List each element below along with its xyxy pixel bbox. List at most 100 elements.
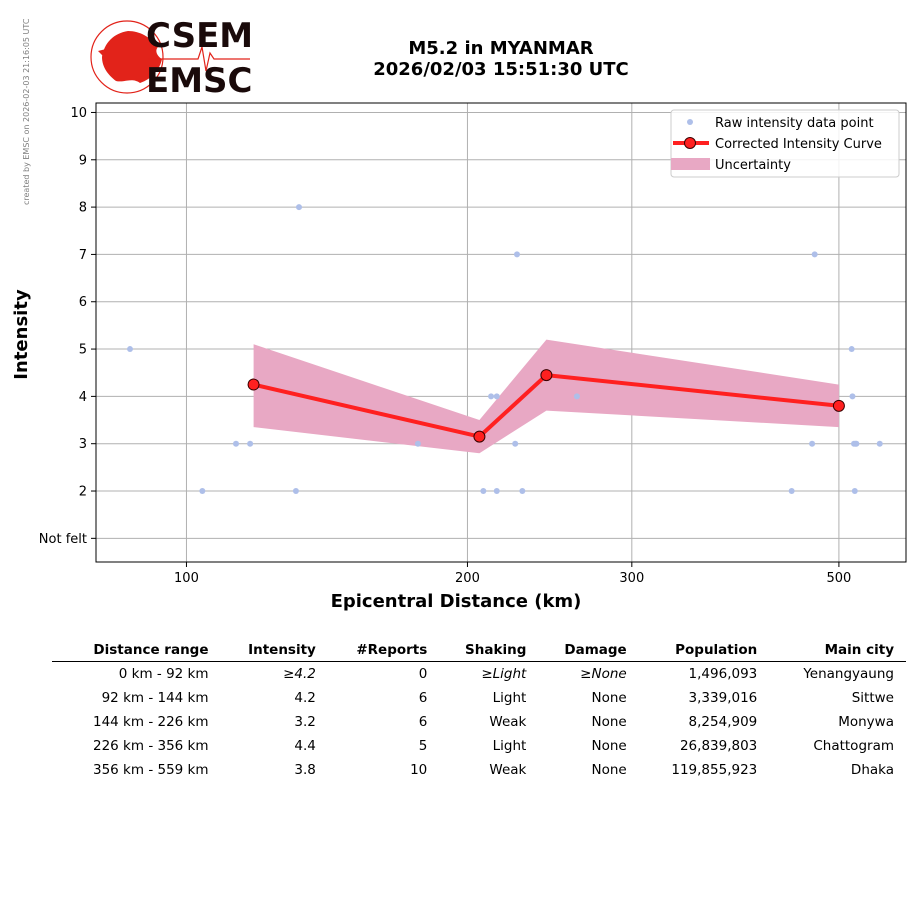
cell-range: 0 km - 92 km — [118, 666, 209, 682]
curve-marker — [540, 369, 553, 382]
raw-data-point — [849, 393, 856, 400]
cell-population: 8,254,909 — [688, 714, 758, 730]
x-tick-label: 300 — [619, 571, 644, 586]
intensity-chart: 100 200 300 500 Not felt 2 3 4 5 6 7 8 9 10 Epicentral… — [11, 102, 907, 612]
emsc-logo: CSEM EMSC — [90, 17, 253, 97]
raw-data-point — [414, 440, 421, 447]
col-intensity: Intensity — [220, 640, 328, 662]
raw-data-point — [292, 488, 299, 495]
cell-city: Dhaka — [850, 762, 894, 778]
x-tick-label: 500 — [826, 571, 851, 586]
cell-damage: None — [591, 738, 627, 754]
raw-data-point — [573, 393, 580, 400]
legend-box — [670, 109, 900, 178]
cell-shaking: Weak — [489, 762, 527, 778]
raw-data-point — [493, 393, 500, 400]
y-tick-label: 5 — [79, 343, 87, 358]
raw-data-point — [488, 393, 495, 400]
cell-intensity: 4.4 — [294, 738, 316, 754]
logo-line2: EMSC — [146, 61, 253, 97]
raw-data-point — [513, 251, 520, 258]
table-header-row: Distance range Intensity #Reports Shakin… — [52, 640, 906, 662]
table-row: 144 km - 226 km 3.2 6 Weak None 8,254,90… — [52, 710, 906, 734]
cell-intensity: 4.2 — [294, 690, 316, 706]
cell-reports: 6 — [418, 690, 428, 706]
cell-intensity: 3.8 — [294, 762, 316, 778]
cell-reports: 5 — [418, 738, 428, 754]
x-tick-label: 200 — [455, 571, 480, 586]
logo-line1: CSEM — [146, 17, 253, 56]
raw-data-point — [853, 440, 860, 447]
y-tick-label: 9 — [79, 153, 87, 168]
y-tick-label: Not felt — [39, 532, 87, 547]
raw-data-point — [809, 440, 816, 447]
y-tick-label: 4 — [79, 390, 87, 405]
plot-frame — [95, 102, 907, 563]
corrected-intensity-curve — [253, 373, 840, 439]
y-tick-label: 10 — [70, 106, 87, 121]
curve-marker — [473, 430, 486, 443]
chart-title: M5.2 in MYANMAR 2026/02/03 15:51:30 UTC — [300, 38, 702, 80]
raw-data-point — [233, 440, 240, 447]
legend-curve-label: Corrected Intensity Curve — [715, 137, 882, 152]
col-main-city: Main city — [769, 640, 906, 662]
title-line1: M5.2 in MYANMAR — [408, 38, 594, 59]
col-damage: Damage — [538, 640, 639, 662]
raw-data-point — [848, 346, 855, 353]
cell-damage: None — [591, 714, 627, 730]
cell-range: 356 km - 559 km — [93, 762, 209, 778]
cell-range: 144 km - 226 km — [93, 714, 209, 730]
y-tick-label: 6 — [79, 295, 87, 310]
legend-uncertainty-label: Uncertainty — [715, 158, 791, 173]
raw-data-point — [788, 488, 795, 495]
y-tick-label: 3 — [79, 437, 87, 452]
cell-shaking: Light — [492, 738, 527, 754]
raw-data-point — [127, 346, 134, 353]
cell-city: Yenangyaung — [803, 666, 894, 682]
uncertainty-band — [253, 339, 839, 454]
cell-population: 3,339,016 — [688, 690, 758, 706]
table-row: 356 km - 559 km 3.8 10 Weak None 119,855… — [52, 758, 906, 782]
table-row: 226 km - 356 km 4.4 5 Light None 26,839,… — [52, 734, 906, 758]
cell-city: Monywa — [838, 714, 894, 730]
raw-data-point — [493, 488, 500, 495]
col-shaking: Shaking — [439, 640, 539, 662]
cell-city: Chattogram — [813, 738, 894, 754]
cell-shaking: Light — [492, 690, 527, 706]
legend-curve-marker — [684, 137, 696, 149]
raw-data-point — [296, 204, 303, 211]
y-tick-label: 8 — [79, 201, 87, 216]
cell-range: 226 km - 356 km — [93, 738, 209, 754]
y-tick-label: 2 — [79, 485, 87, 500]
curve-marker — [832, 399, 845, 412]
cell-population: 119,855,923 — [671, 762, 758, 778]
cell-reports: 10 — [410, 762, 428, 778]
col-reports: #Reports — [327, 640, 440, 662]
cell-shaking: Weak — [489, 714, 527, 730]
col-population: Population — [638, 640, 770, 662]
raw-data-point — [512, 440, 519, 447]
raw-data-point — [811, 251, 818, 258]
cell-damage: None — [591, 690, 627, 706]
cell-damage: ≥None — [580, 666, 627, 682]
x-tick-label: 100 — [174, 571, 199, 586]
table-row: 92 km - 144 km 4.2 6 Light None 3,339,01… — [52, 686, 906, 710]
title-line2: 2026/02/03 15:51:30 UTC — [373, 59, 629, 80]
curve-marker — [247, 378, 260, 391]
cell-damage: None — [591, 762, 627, 778]
summary-table: Distance range Intensity #Reports Shakin… — [52, 640, 906, 782]
cell-reports: 0 — [418, 666, 428, 682]
raw-data-point — [851, 488, 858, 495]
y-axis-label: Intensity — [11, 289, 32, 380]
legend-raw-marker — [687, 119, 693, 125]
raw-data-point — [876, 440, 883, 447]
cell-population: 26,839,803 — [679, 738, 758, 754]
raw-data-point — [480, 488, 487, 495]
cell-intensity: 3.2 — [294, 714, 316, 730]
raw-data-point — [199, 488, 206, 495]
chart-area: 100 200 300 500 Not felt 2 3 4 5 6 7 8 9 10 Epicentral… — [11, 102, 907, 612]
cell-intensity: ≥4.2 — [283, 666, 316, 682]
cell-city: Sittwe — [851, 690, 894, 706]
cell-range: 92 km - 144 km — [101, 690, 209, 706]
cell-reports: 6 — [418, 714, 428, 730]
